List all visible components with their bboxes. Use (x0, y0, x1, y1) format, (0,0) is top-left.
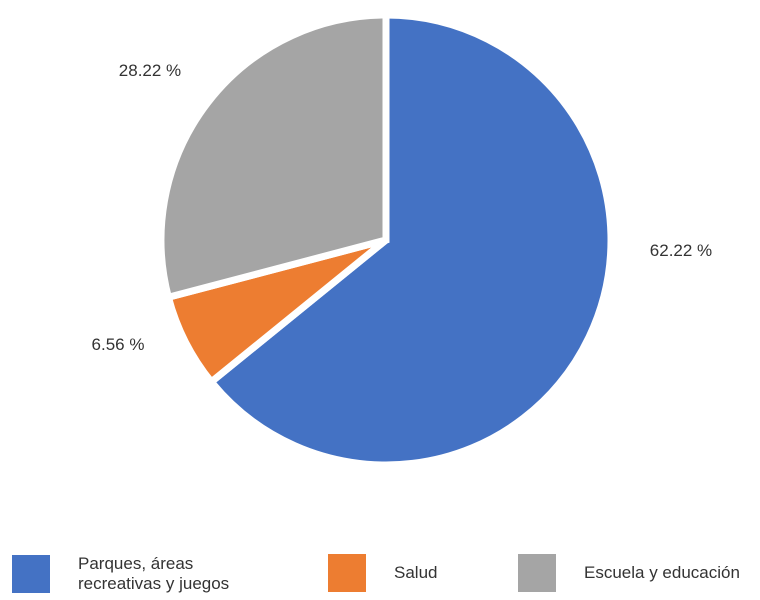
legend-label-parques-line-2: recreativas y juegos (78, 574, 230, 593)
legend-label-salud-line-1: Salud (394, 563, 438, 582)
pie-chart: 62.22 % 6.56 % 28.22 % (91, 11, 713, 469)
legend-swatch-escuela (518, 554, 556, 592)
pie-slice-parques (206, 11, 615, 469)
legend-item-parques: Parques, áreas recreativas y juegos (12, 554, 229, 594)
data-label-salud: 6.56 % (92, 335, 145, 354)
legend-label-salud: Salud (394, 563, 437, 583)
pie-data-labels: 62.22 % 6.56 % 28.22 % (92, 61, 713, 354)
data-label-parques: 62.22 % (650, 241, 712, 260)
pie-slices (157, 11, 615, 469)
legend-label-parques: Parques, áreas recreativas y juegos (78, 554, 229, 594)
legend-item-salud: Salud (328, 554, 437, 592)
legend-label-escuela-line-1: Escuela y educación (584, 563, 740, 582)
legend-swatch-salud (328, 554, 366, 592)
pie-slice-escuela (157, 11, 390, 302)
chart-legend: Parques, áreas recreativas y juegos Salu… (0, 548, 760, 600)
legend-swatch-parques (12, 555, 50, 593)
data-label-escuela: 28.22 % (119, 61, 181, 80)
legend-label-parques-line-1: Parques, áreas (78, 554, 194, 573)
legend-item-escuela: Escuela y educación (518, 554, 740, 592)
legend-label-escuela: Escuela y educación (584, 563, 740, 583)
